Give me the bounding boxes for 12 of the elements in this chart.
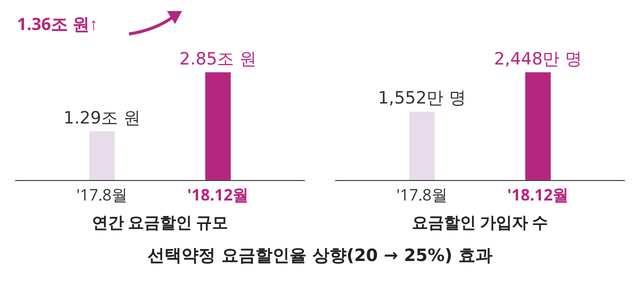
x-tick-label: '17.8월 (396, 183, 448, 206)
x-axis-title: 요금할인 가입자 수 (412, 211, 548, 233)
x-tick-label: '18.12월 (507, 183, 569, 206)
x-tick-label: '18.12월 (187, 183, 249, 206)
data-label: 1.29조 원 (63, 108, 141, 128)
x-tick-label: '17.8월 (76, 183, 128, 206)
text: 선택약정 요금할인율 상향(20 → 25%) 효과 (146, 245, 494, 267)
x-axis-title: 연간 요금할인 규모 (92, 211, 228, 233)
data-label: 2,448만 명 (494, 49, 582, 70)
data-label: 1,552만 명 (378, 88, 466, 109)
text: 1.36조 원↑ (17, 12, 98, 35)
data-label: 2.85조 원 (179, 49, 257, 70)
